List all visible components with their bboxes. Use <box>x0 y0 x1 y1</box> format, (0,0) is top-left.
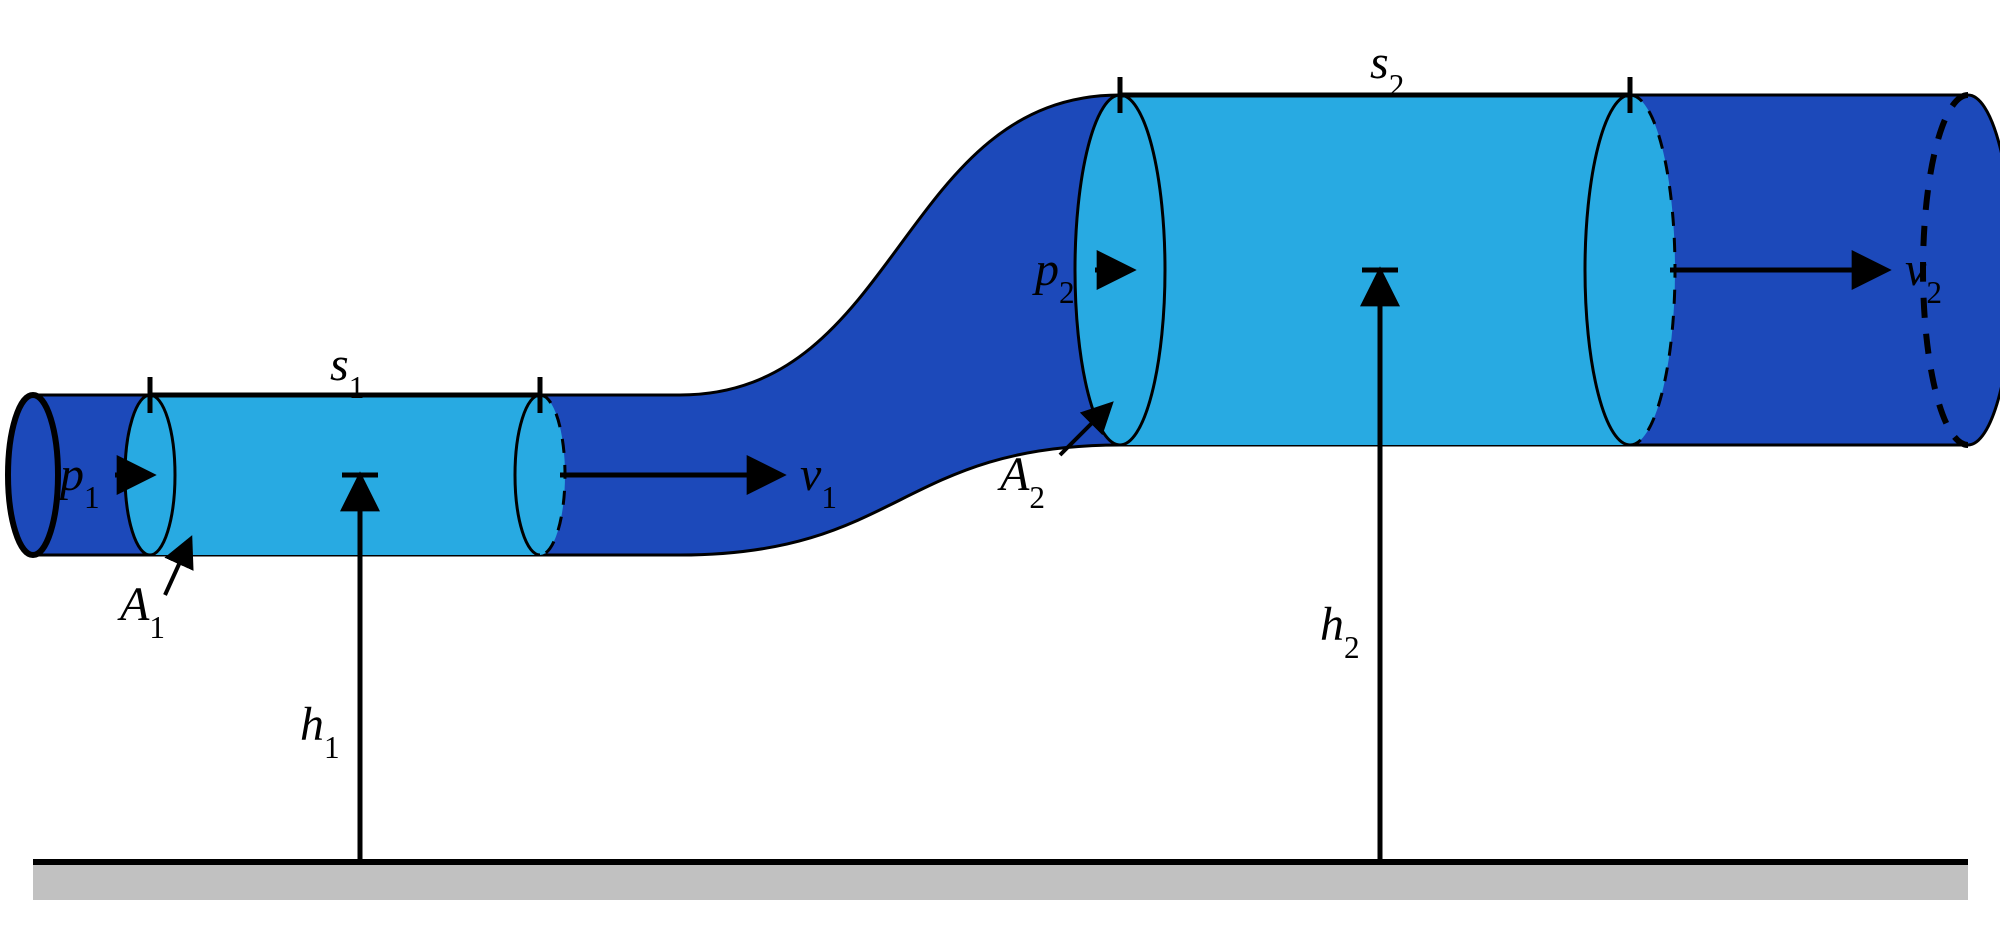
ground <box>33 862 1968 900</box>
label-h2: h2 <box>1320 598 1360 665</box>
label-a2: A2 <box>997 448 1045 515</box>
label-a1: A1 <box>117 578 165 645</box>
bernoulli-pipe-diagram: p1v1A1s1h1p2v2A2s2h2 <box>0 0 2000 937</box>
label-h1: h1 <box>300 698 340 765</box>
